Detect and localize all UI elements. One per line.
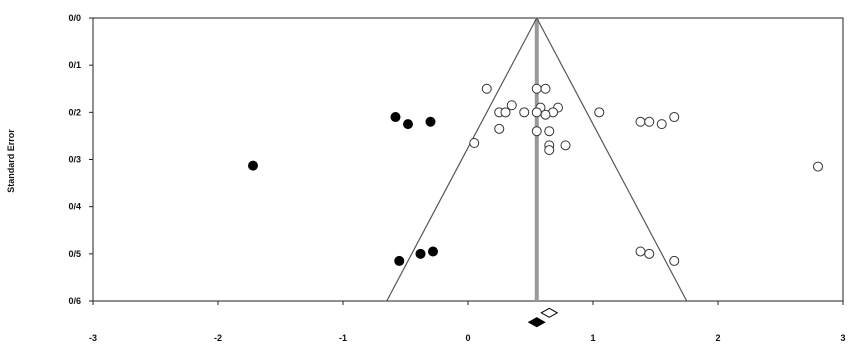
open-study-point	[644, 248, 655, 259]
open-study-point	[656, 119, 667, 130]
filled-study-point	[428, 246, 438, 257]
y-tick-label: 0/5	[68, 249, 81, 259]
summary-diamond-open	[540, 307, 559, 318]
x-tick-label: -3	[89, 333, 97, 343]
x-tick-label: -1	[339, 333, 347, 343]
funnel-right-edge	[536, 17, 688, 302]
open-study-point	[531, 126, 542, 137]
open-study-point	[494, 123, 505, 134]
x-tick-label: 2	[715, 333, 720, 343]
open-study-point	[540, 83, 551, 94]
open-study-point	[540, 109, 551, 120]
open-study-point	[519, 107, 530, 118]
open-study-point	[635, 246, 646, 257]
x-tick-label: 0	[465, 333, 470, 343]
funnel-left-edge	[386, 17, 538, 302]
x-tick-label: 3	[840, 333, 845, 343]
open-study-point	[635, 116, 646, 127]
filled-study-point	[425, 116, 436, 127]
x-tick-label: 1	[590, 333, 595, 343]
filled-study-point	[248, 160, 258, 171]
open-study-point	[544, 126, 555, 137]
summary-diamond-filled	[527, 317, 546, 328]
y-tick-label: 0/4	[68, 202, 81, 212]
filled-study-point	[394, 255, 405, 266]
y-tick-label: 0/2	[68, 107, 81, 117]
open-study-point	[560, 140, 571, 151]
open-study-point	[506, 100, 517, 111]
y-tick-label: 0/0	[68, 13, 81, 23]
y-axis-title: Standard Error	[6, 129, 16, 193]
plot-frame	[92, 17, 844, 302]
filled-study-point	[415, 248, 426, 259]
open-study-point	[500, 107, 511, 118]
open-study-point	[469, 137, 480, 148]
open-study-point	[813, 161, 823, 172]
open-study-point	[644, 116, 655, 127]
open-study-point	[669, 255, 680, 266]
filled-study-point	[403, 119, 413, 130]
y-tick-label: 0/1	[68, 60, 81, 70]
x-tick-label: -2	[214, 333, 222, 343]
open-study-point	[481, 83, 492, 94]
filled-study-point	[390, 112, 401, 123]
y-tick-label: 0/3	[68, 155, 81, 165]
y-tick-label: 0/6	[68, 296, 81, 306]
open-study-point	[531, 107, 542, 118]
open-study-point	[531, 83, 542, 94]
open-study-point	[669, 112, 680, 123]
open-study-point	[594, 107, 605, 118]
open-study-point	[544, 145, 555, 156]
